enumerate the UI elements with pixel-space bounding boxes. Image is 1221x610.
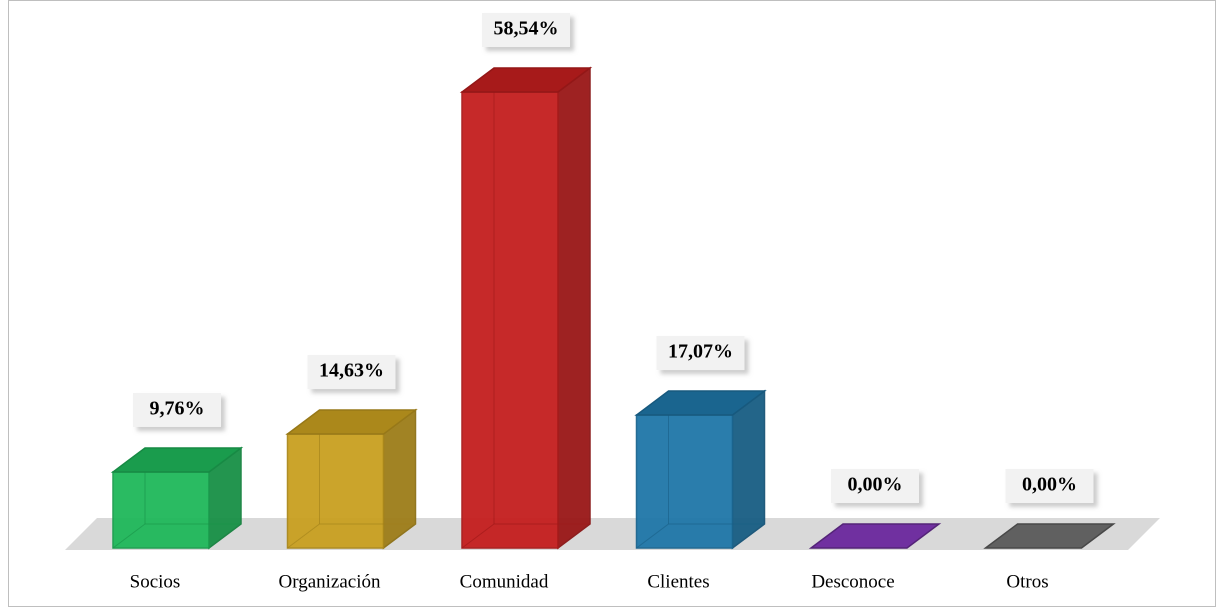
x-tick-label: Socios — [130, 571, 181, 592]
value-label-box — [1005, 469, 1094, 503]
bar — [461, 91, 559, 549]
bar-top — [808, 523, 942, 549]
bar-top — [634, 390, 767, 416]
value-label: 0,00% — [848, 474, 903, 496]
x-tick-label: Desconoce — [811, 571, 894, 592]
bar — [286, 433, 385, 549]
value-label: 0,00% — [1022, 474, 1077, 496]
bar-top — [459, 67, 593, 93]
bar-edge — [461, 523, 495, 549]
x-tick-label: Organización — [279, 571, 381, 592]
value-label-box — [133, 392, 221, 427]
bar-top — [110, 447, 244, 473]
bar-edge — [112, 523, 146, 549]
bar-side — [557, 66, 591, 550]
x-tick-label: Clientes — [647, 571, 709, 592]
value-label: 17,07% — [668, 341, 733, 363]
bar — [635, 414, 734, 549]
x-tick-label: Otros — [1006, 571, 1048, 592]
value-label-box — [482, 13, 570, 47]
x-tick-label: Comunidad — [460, 571, 549, 592]
value-label-box — [307, 355, 396, 390]
value-label: 9,76% — [150, 398, 205, 420]
bar-edge — [636, 523, 669, 549]
value-label: 14,63% — [319, 360, 384, 382]
bar-top — [983, 523, 1116, 549]
value-label-box — [656, 336, 745, 371]
value-label-box — [831, 469, 919, 503]
bar-top — [285, 409, 418, 435]
bar-edge — [287, 523, 320, 549]
value-label: 58,54% — [494, 18, 559, 40]
